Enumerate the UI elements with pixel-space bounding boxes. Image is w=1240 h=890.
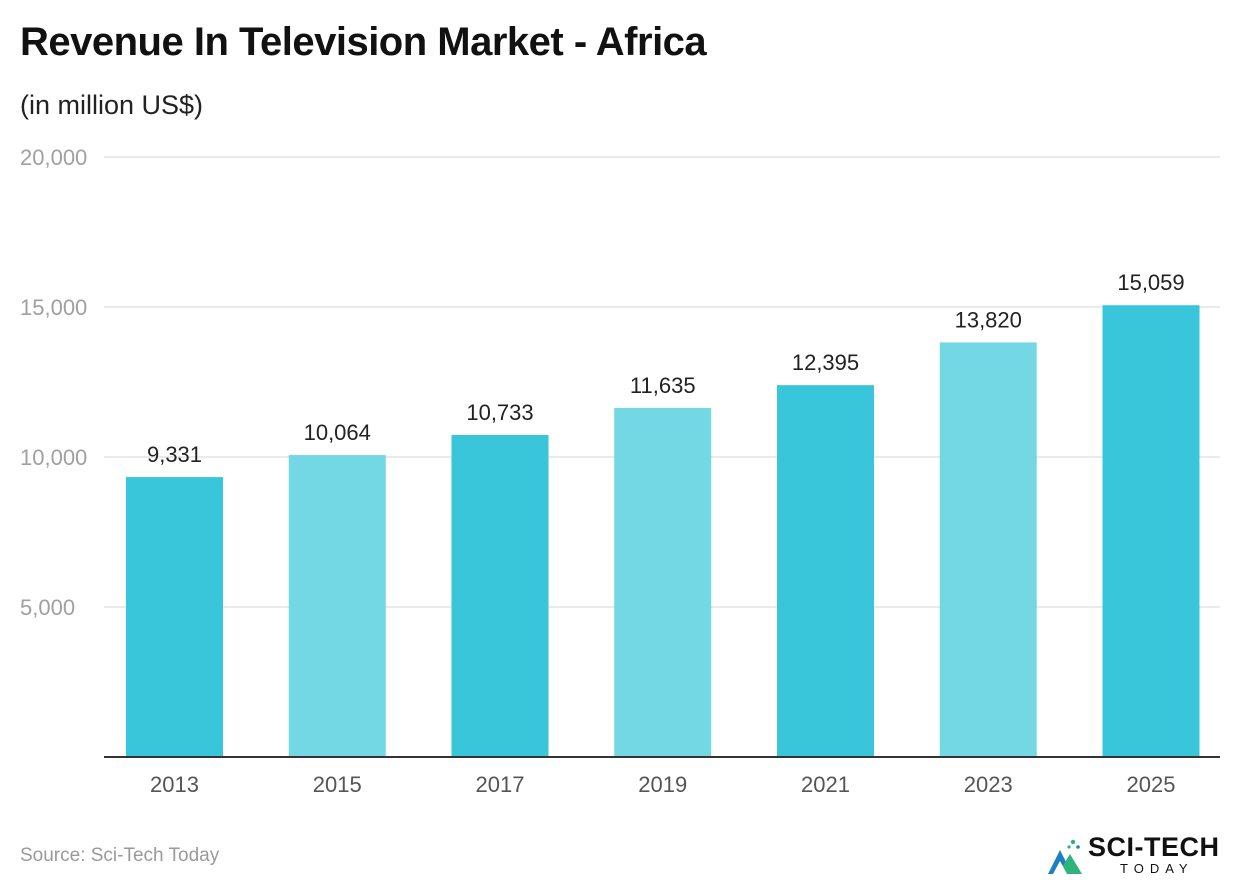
bar-2013 [126, 477, 223, 757]
bar-2017 [451, 435, 549, 757]
mountain-logo-icon [1048, 839, 1082, 874]
data-label: 11,635 [630, 373, 696, 398]
bar-2025 [1102, 305, 1200, 757]
x-tick-label: 2015 [313, 772, 362, 797]
x-tick-label: 2013 [150, 772, 199, 797]
logo-wordmark: SCI-TECH [1088, 832, 1220, 862]
data-labels: 9,331 10,064 10,733 11,635 12,395 13,820 15,05… [147, 270, 1185, 467]
bar-chart: 5,000 10,000 15,000 20,000 9,331 10,064 10,73… [20, 145, 1220, 797]
y-tick-label: 15,000 [20, 295, 87, 320]
bar-2023 [939, 342, 1037, 757]
bar-2021 [777, 385, 874, 757]
chart-subtitle: (in million US$) [20, 90, 204, 120]
chart-title: Revenue In Television Market - Africa [20, 20, 707, 64]
y-tick-label: 5,000 [20, 595, 75, 620]
x-tick-label: 2025 [1127, 772, 1176, 797]
x-tick-label: 2021 [801, 772, 850, 797]
y-axis-ticks: 5,000 10,000 15,000 20,000 [20, 145, 87, 620]
data-label: 13,820 [955, 307, 1022, 332]
data-label: 12,395 [792, 350, 859, 375]
y-tick-label: 20,000 [20, 145, 87, 170]
data-label: 15,059 [1117, 270, 1184, 295]
bar-2015 [288, 455, 386, 757]
x-tick-label: 2023 [964, 772, 1013, 797]
logo-subtitle: TODAY [1120, 861, 1194, 876]
x-tick-label: 2017 [476, 772, 525, 797]
source-note: Source: Sci-Tech Today [20, 845, 220, 866]
data-label: 10,064 [304, 420, 371, 445]
data-label: 10,733 [466, 400, 533, 425]
bar-2019 [614, 407, 712, 757]
y-tick-label: 10,000 [20, 445, 87, 470]
data-label: 9,331 [147, 442, 202, 467]
x-axis-ticks: 2013 2015 2017 2019 2021 2023 2025 [150, 772, 1175, 797]
bars [126, 305, 1200, 757]
brand-logo: SCI-TECH TODAY [1046, 832, 1224, 880]
x-tick-label: 2019 [638, 772, 687, 797]
